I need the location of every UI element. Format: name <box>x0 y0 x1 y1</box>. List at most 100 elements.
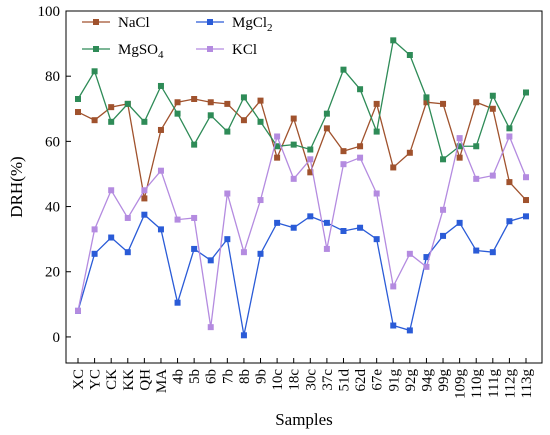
data-point <box>75 307 81 314</box>
legend-label: NaCl <box>118 15 150 31</box>
x-tick-label: 91g <box>386 369 402 392</box>
data-point <box>440 232 447 239</box>
legend-label-subscript: 4 <box>158 49 164 61</box>
data-point <box>473 247 480 254</box>
data-point <box>523 89 529 96</box>
data-point <box>207 112 214 119</box>
data-point <box>141 187 148 194</box>
data-point <box>456 154 463 161</box>
x-tick-label: 94g <box>419 369 435 392</box>
series-2 <box>75 37 529 163</box>
data-point <box>75 96 81 102</box>
data-point <box>141 195 148 202</box>
data-point <box>440 156 447 163</box>
data-point <box>506 218 513 225</box>
data-point <box>373 100 380 107</box>
data-point <box>224 236 231 243</box>
data-point <box>390 164 397 171</box>
data-point <box>506 179 513 186</box>
data-point <box>390 322 397 329</box>
data-point <box>257 197 264 204</box>
y-axis-title: DRH(%) <box>7 156 26 217</box>
series-layer <box>75 37 529 339</box>
x-axis-title: Samples <box>275 410 333 429</box>
data-point <box>506 133 513 140</box>
x-tick-label: 30c <box>303 369 319 391</box>
data-point <box>373 190 380 197</box>
data-point <box>240 94 247 101</box>
data-point <box>307 156 314 163</box>
data-point <box>207 257 214 264</box>
y-tick-label: 60 <box>45 134 60 150</box>
data-point <box>157 126 164 133</box>
data-point <box>390 283 397 290</box>
x-tick-label: 37c <box>320 369 336 391</box>
y-tick-label: 0 <box>53 330 61 346</box>
data-point <box>174 299 181 306</box>
data-point <box>440 206 447 213</box>
data-point <box>340 66 347 73</box>
data-point <box>124 214 131 221</box>
legend-label-main: MgSO <box>118 42 158 58</box>
x-tick-label: 112g <box>502 369 518 399</box>
data-point <box>489 249 496 256</box>
data-point <box>357 224 364 231</box>
series-3 <box>75 133 529 331</box>
data-point <box>489 105 496 112</box>
data-point <box>523 213 529 220</box>
data-point <box>157 82 164 89</box>
x-tick-label: 51d <box>336 369 352 392</box>
x-tick-label: 9b <box>254 369 270 384</box>
legend-label: MgCl2 <box>232 15 273 34</box>
x-tick-label: 4b <box>171 369 187 384</box>
x-tick-label: 99g <box>436 369 452 392</box>
data-point <box>191 214 198 221</box>
data-point <box>224 128 231 135</box>
x-tick-label: YC <box>88 369 104 390</box>
legend-entry: MgSO4 <box>82 42 164 61</box>
legend-label-subscript: 2 <box>267 22 273 34</box>
data-point <box>373 236 380 243</box>
legend: NaCl MgCl2 MgSO4 KCl <box>82 15 273 61</box>
legend-label-main: NaCl <box>118 15 150 31</box>
data-point <box>207 99 214 106</box>
y-tick-label: 20 <box>45 265 60 281</box>
data-point <box>257 97 264 104</box>
data-point <box>157 167 164 174</box>
data-point <box>456 135 463 142</box>
legend-entry: MgCl2 <box>196 15 273 34</box>
x-tick-label: 6b <box>204 369 220 384</box>
legend-label-main: MgCl <box>232 15 267 31</box>
data-point <box>506 125 513 132</box>
legend-entry: KCl <box>196 42 257 58</box>
data-point <box>257 118 264 125</box>
x-tick-label: 111g <box>486 369 502 398</box>
x-tick-label: CK <box>104 369 120 390</box>
legend-label: KCl <box>232 42 257 58</box>
data-point <box>307 146 314 153</box>
data-point <box>224 190 231 197</box>
data-point <box>240 117 247 124</box>
data-point <box>523 197 529 204</box>
data-point <box>357 86 364 93</box>
data-point <box>75 109 81 116</box>
data-point <box>274 154 281 161</box>
x-tick-label: 8b <box>237 369 253 384</box>
legend-marker <box>93 19 99 25</box>
data-point <box>423 94 430 101</box>
y-tick-label: 80 <box>45 69 60 85</box>
data-point <box>124 249 131 256</box>
x-tick-label: 18c <box>287 369 303 391</box>
data-point <box>523 174 529 181</box>
data-point <box>489 172 496 179</box>
data-point <box>91 68 98 75</box>
data-point <box>274 133 281 140</box>
data-point <box>456 143 463 150</box>
data-point <box>108 234 115 241</box>
data-point <box>357 154 364 161</box>
series-1 <box>75 211 529 339</box>
series-line <box>77 39 527 161</box>
x-tick-label: 62d <box>353 369 369 392</box>
data-point <box>274 219 281 226</box>
